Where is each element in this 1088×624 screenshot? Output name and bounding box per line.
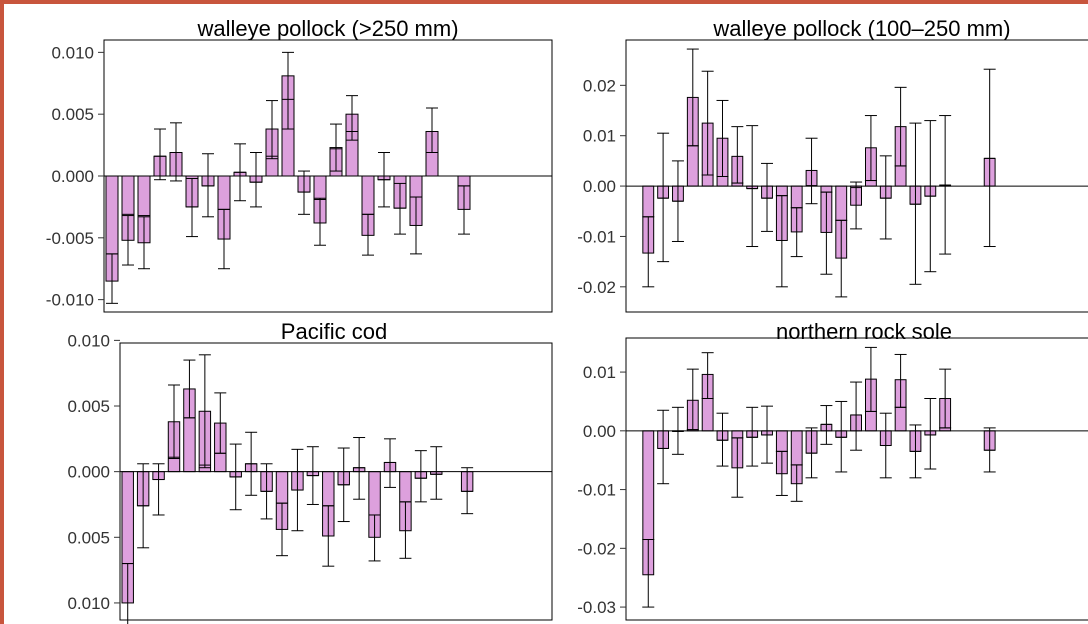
panel-northern-rock-sole: northern rock sole 0.01 0.00 -0.01 -0.02… bbox=[577, 319, 1088, 621]
y-tick-label: 0.010 bbox=[51, 43, 94, 62]
bar-marks bbox=[620, 39, 1088, 313]
y-tick-label: 0.005 bbox=[67, 528, 110, 547]
panel-title: northern rock sole bbox=[776, 319, 952, 344]
y-tick-label: 0.000 bbox=[51, 167, 94, 186]
y-axis: 0.010 0.005 0.000 -0.005 -0.010 bbox=[46, 43, 94, 309]
y-tick-label: -0.01 bbox=[577, 481, 616, 500]
y-tick-label: 0.00 bbox=[583, 422, 616, 441]
plot-frame bbox=[625, 337, 1088, 621]
plot-frame bbox=[625, 39, 1088, 313]
y-tick-label: 0.01 bbox=[583, 363, 616, 382]
y-tick-label: -0.03 bbox=[577, 598, 616, 617]
bar-marks bbox=[620, 337, 1088, 621]
panel-walleye-pollock-large: walleye pollock (>250 mm) 0.010 0.005 0.… bbox=[46, 16, 553, 313]
y-tick-label: 0.01 bbox=[583, 127, 616, 146]
y-tick-label: 0.00 bbox=[583, 177, 616, 196]
y-axis: 0.01 0.00 -0.01 -0.02 -0.03 bbox=[577, 363, 616, 617]
panel-title: walleye pollock (>250 mm) bbox=[196, 16, 458, 41]
y-tick-label: -0.02 bbox=[577, 539, 616, 558]
panel-title: walleye pollock (100–250 mm) bbox=[712, 16, 1010, 41]
bar-marks bbox=[114, 339, 553, 624]
panel-title: Pacific cod bbox=[281, 319, 387, 344]
y-tick-label: 0.005 bbox=[67, 397, 110, 416]
y-tick-label: 0.010 bbox=[67, 331, 110, 350]
y-axis: 0.02 0.01 0.00 -0.01 -0.02 bbox=[577, 76, 616, 296]
y-tick-label: -0.005 bbox=[46, 229, 94, 248]
y-tick-label: 0.02 bbox=[583, 76, 616, 95]
y-tick-label: 0.000 bbox=[67, 463, 110, 482]
y-tick-label: 0.010 bbox=[67, 594, 110, 613]
y-tick-label: 0.005 bbox=[51, 105, 94, 124]
panel-pacific-cod: Pacific cod 0.010 0.005 0.000 0.005 0.01… bbox=[67, 319, 553, 624]
y-tick-label: -0.01 bbox=[577, 227, 616, 246]
bar-marks bbox=[98, 39, 553, 313]
panel-walleye-pollock-small: walleye pollock (100–250 mm) 0.02 0.01 0… bbox=[577, 16, 1088, 313]
y-axis: 0.010 0.005 0.000 0.005 0.010 bbox=[67, 331, 110, 613]
plot-frame bbox=[119, 342, 553, 621]
y-tick-label: -0.02 bbox=[577, 278, 616, 297]
y-tick-label: -0.010 bbox=[46, 291, 94, 310]
